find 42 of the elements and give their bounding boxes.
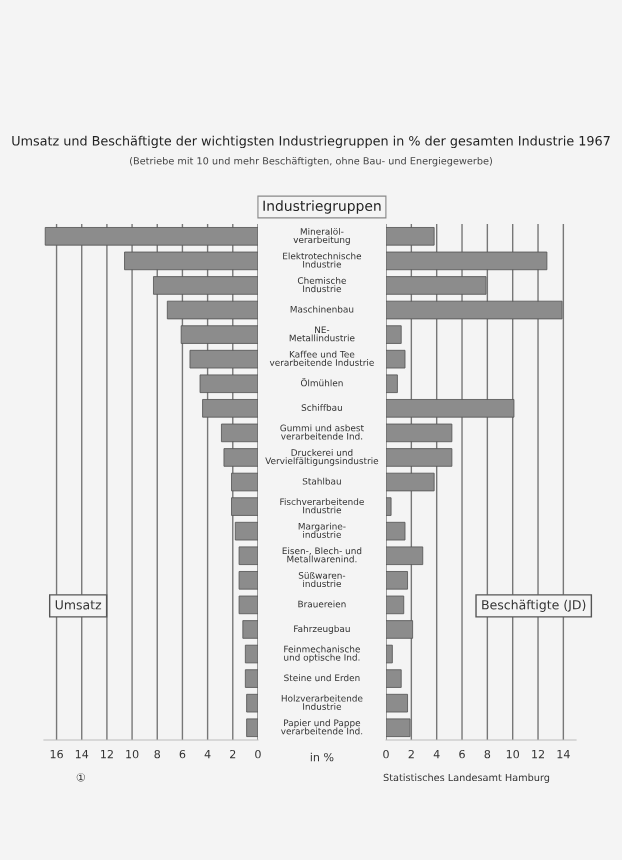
bar: [238, 546, 258, 566]
bar: [386, 300, 563, 320]
bar: [386, 325, 402, 344]
bar: [386, 251, 548, 271]
bar: [386, 644, 393, 664]
bar: [231, 472, 258, 492]
bar: [44, 227, 258, 246]
bar: [386, 693, 408, 713]
bar: [242, 620, 258, 639]
bar: [124, 251, 258, 271]
bar: [386, 595, 405, 615]
bar: [238, 595, 258, 615]
bar: [386, 497, 392, 516]
bar: [244, 669, 258, 688]
bar: [386, 227, 435, 246]
bar: [386, 374, 398, 394]
bar: [180, 325, 258, 344]
bar: [238, 571, 258, 590]
bar: [221, 423, 258, 443]
bar: [244, 644, 258, 664]
bar: [153, 276, 258, 295]
bar: [223, 448, 258, 467]
bar: [386, 349, 406, 369]
bar: [189, 349, 258, 369]
bar: [386, 718, 411, 738]
bar: [246, 718, 258, 738]
bar: [386, 546, 424, 566]
bar: [386, 276, 487, 295]
bar: [199, 374, 258, 394]
bar: [166, 300, 258, 320]
bar: [386, 620, 414, 639]
bar: [246, 693, 258, 713]
bar: [202, 399, 258, 418]
bar: [386, 472, 435, 492]
bar: [386, 669, 402, 688]
bar: [231, 497, 258, 516]
bar: [234, 521, 258, 541]
bar: [386, 521, 406, 541]
bar: [386, 448, 453, 467]
bar: [386, 423, 453, 443]
bar: [386, 571, 408, 590]
bar: [386, 399, 515, 418]
